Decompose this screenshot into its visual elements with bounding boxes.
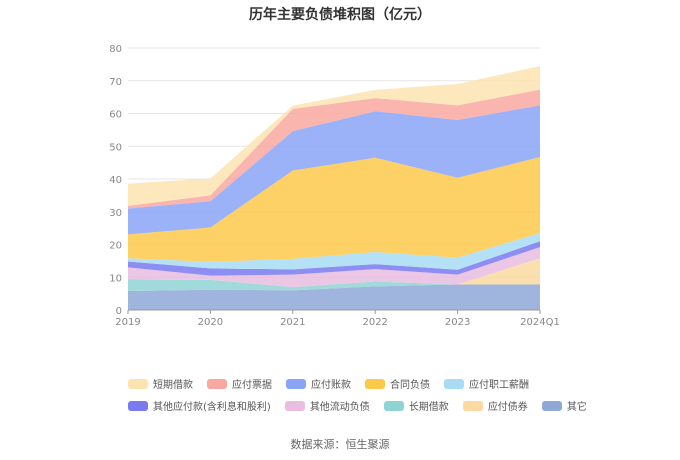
data-source: 数据来源：恒生聚源 [290, 438, 390, 451]
legend-item[interactable]: 应付票据 [207, 376, 272, 391]
axes: 0 10 20 30 40 50 60 70 80 2019 2020 2021 2022 2023 202… [109, 44, 560, 328]
y-tick-label: 30 [109, 208, 122, 219]
legend-item[interactable]: 应付职工薪酬 [444, 376, 529, 391]
legend-swatch [128, 378, 148, 389]
y-tick-label: 40 [109, 175, 122, 186]
area-series-短期借款 [128, 66, 540, 206]
y-tick-label: 50 [109, 142, 122, 153]
legend-label: 其他应付款(含利息和股利) [153, 402, 271, 413]
legend-swatch [207, 378, 227, 389]
legend-item[interactable]: 短期借款 [128, 376, 193, 391]
y-tick-label: 10 [109, 273, 122, 284]
y-tick-label: 60 [109, 110, 122, 121]
x-tick-label: 2020 [198, 317, 223, 328]
legend-swatch [541, 400, 562, 411]
x-tick-label: 2021 [280, 317, 305, 328]
legend-swatch [286, 378, 306, 389]
legend-label: 短期借款 [153, 380, 193, 391]
legend-item[interactable]: 应付账款 [286, 376, 351, 391]
legend-swatch [444, 378, 464, 389]
area-series-合同负债 [128, 157, 540, 262]
x-tick-label: 2019 [115, 317, 140, 328]
area-series-应付职工薪酬 [128, 233, 540, 270]
legend-swatch [128, 400, 148, 411]
area-series-其他流动负债 [128, 247, 540, 288]
legend-swatch [383, 400, 404, 411]
legend-item[interactable]: 合同负债 [365, 376, 430, 391]
legend: 短期借款 应付票据 应付账款 合同负债 应付职工薪酬其他应付款(含利息和股利) 其他流动负… [128, 376, 587, 420]
area-series-应付账款 [128, 105, 540, 235]
area-series-其他应付款(含利息和股利) [128, 241, 540, 276]
legend-label: 应付债券 [487, 402, 528, 413]
legend-item[interactable]: 其它 [541, 398, 587, 413]
y-tick-label: 0 [116, 306, 122, 317]
chart-title: 历年主要负债堆积图（亿元） [249, 7, 431, 23]
legend-label: 其他流动负债 [309, 402, 370, 413]
legend-swatch [284, 400, 305, 411]
legend-item[interactable]: 长期借款 [383, 398, 449, 413]
x-tick-label: 2024Q1 [520, 317, 560, 328]
legend-label: 应付账款 [311, 380, 351, 391]
legend-row: 短期借款 应付票据 应付账款 合同负债 应付职工薪酬 [128, 376, 568, 391]
legend-swatch [365, 378, 385, 389]
legend-item[interactable]: 其他应付款(含利息和股利) [128, 398, 271, 413]
y-tick-label: 20 [109, 241, 122, 252]
legend-swatch [462, 400, 483, 411]
area-series-长期借款 [128, 258, 540, 292]
legend-label: 长期借款 [408, 402, 449, 413]
area-series-其它 [128, 284, 540, 310]
legend-item[interactable]: 其他流动负债 [284, 398, 370, 413]
x-tick-label: 2023 [445, 317, 470, 328]
legend-row: 其他应付款(含利息和股利) 其他流动负债 长期借款 应付债券 其它 [128, 398, 587, 413]
x-tick-label: 2022 [362, 317, 387, 328]
area-series-应付票据 [128, 89, 540, 209]
area-series [128, 66, 540, 310]
legend-label: 应付职工薪酬 [469, 380, 529, 391]
legend-label: 合同负债 [390, 380, 430, 391]
y-tick-label: 70 [109, 77, 122, 88]
legend-label: 应付票据 [232, 380, 272, 391]
legend-item[interactable]: 应付债券 [462, 398, 528, 413]
y-tick-label: 80 [109, 44, 122, 55]
legend-label: 其它 [566, 402, 587, 413]
